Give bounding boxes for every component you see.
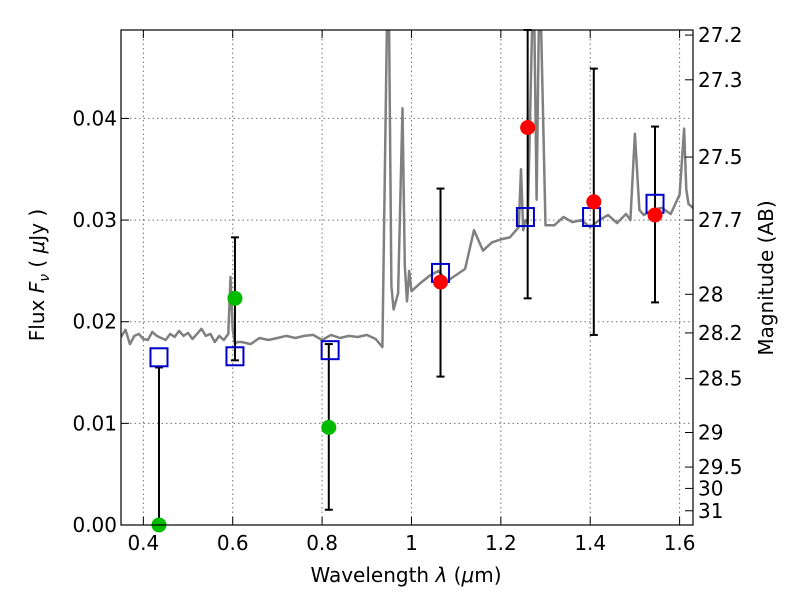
- grid-lines: [121, 30, 693, 525]
- red-data-point: [647, 207, 663, 223]
- y-tick-label: 0.01: [72, 411, 117, 435]
- model-box-marker: [515, 207, 535, 228]
- y-tick-label: 0.02: [72, 310, 117, 334]
- y-tick-label: 0.03: [72, 208, 117, 232]
- markers: [149, 29, 665, 533]
- x-tick-label: 1.4: [574, 531, 606, 555]
- y-axis-label: Flux Fν ( μJy ): [25, 209, 53, 341]
- axis-ticks: 0.4 0.6 0.8 1 1.2 1.4 1.6 0.00 0.01 0.02 0.03 0.04 2…: [72, 23, 742, 555]
- plot-frame: [120, 29, 694, 526]
- x-tick-label: 1.6: [664, 531, 696, 555]
- x-tick-label: 0.6: [217, 531, 249, 555]
- model-box-marker: [320, 340, 340, 361]
- y-tick-label: 0.00: [72, 513, 117, 537]
- x-tick-label: 1.2: [485, 531, 517, 555]
- x-axis-label: Wavelength λ (μm): [310, 563, 501, 587]
- green-data-point: [321, 419, 337, 435]
- right-tick-label: 30: [698, 476, 723, 500]
- red-data-point: [586, 194, 602, 210]
- x-tick-label: 1: [405, 531, 418, 555]
- y-axis-right-label: Magnitude (AB): [754, 200, 778, 355]
- right-tick-label: 29.5: [698, 455, 743, 479]
- model-box-marker: [225, 346, 245, 367]
- model-spectrum-line: [121, 30, 693, 349]
- red-data-point: [433, 274, 449, 290]
- right-tick-label: 27.5: [698, 145, 743, 169]
- right-tick-label: 31: [698, 499, 723, 523]
- right-tick-label: 28: [698, 282, 723, 306]
- right-tick-label: 29: [698, 421, 723, 445]
- right-tick-label: 27.3: [698, 68, 743, 92]
- plot-area: [121, 30, 693, 349]
- green-data-point: [227, 290, 243, 306]
- x-tick-label: 0.4: [127, 531, 159, 555]
- right-tick-label: 27.7: [698, 208, 743, 232]
- right-tick-label: 28.5: [698, 367, 743, 391]
- x-tick-label: 0.8: [306, 531, 338, 555]
- red-data-point: [520, 120, 536, 136]
- right-tick-label: 27.2: [698, 23, 743, 47]
- y-tick-label: 0.04: [72, 106, 117, 130]
- right-tick-label: 28.2: [698, 321, 743, 345]
- model-box-marker: [149, 347, 169, 368]
